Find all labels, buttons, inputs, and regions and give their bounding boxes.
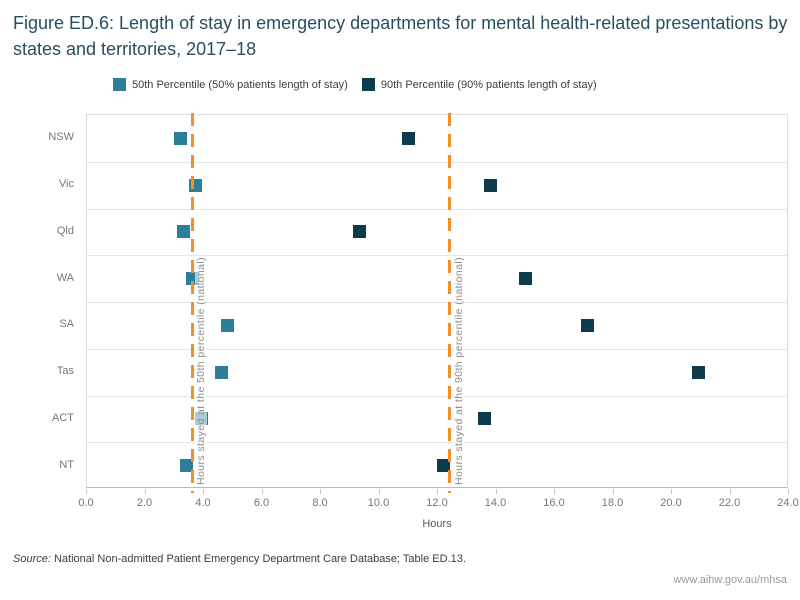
mark-90th-qld[interactable] xyxy=(352,225,366,239)
figure-title: Figure ED.6: Length of stay in emergency… xyxy=(13,13,788,60)
x-tick-label: 12.0 xyxy=(426,497,448,509)
x-tick-label: 2.0 xyxy=(136,497,153,509)
gridline xyxy=(87,348,787,350)
x-tick-label: 14.0 xyxy=(484,497,507,509)
x-tick xyxy=(320,489,321,494)
mark-90th-tas[interactable] xyxy=(691,365,705,379)
reference-line-90th-national xyxy=(448,113,452,493)
x-tick-label: 0.0 xyxy=(78,497,94,509)
gridline xyxy=(87,442,787,444)
legend-swatch-icon xyxy=(113,78,126,91)
y-label-nsw: NSW xyxy=(48,131,74,144)
x-tick-label: 4.0 xyxy=(195,497,211,509)
y-label-vic: Vic xyxy=(58,178,74,191)
x-tick xyxy=(378,489,380,494)
gridline xyxy=(87,255,787,257)
mark-50th-qld[interactable] xyxy=(177,225,191,239)
mark-90th-act[interactable] xyxy=(478,412,492,426)
y-axis-labels: NSW Vic Qld WA SA Tas ACT NT xyxy=(0,114,80,488)
legend-item-90th[interactable]: 90th Percentile (90% patients length of … xyxy=(361,78,597,91)
mark-90th-wa[interactable] xyxy=(519,272,533,286)
source-note: Source: National Non-admitted Patient Em… xyxy=(13,553,466,565)
x-tick xyxy=(495,489,497,494)
reference-line-label: Hours stayed at the 50th percentile (nat… xyxy=(195,257,208,485)
x-tick xyxy=(612,489,614,494)
x-tick-label: 20.0 xyxy=(660,497,682,509)
x-tick xyxy=(86,489,87,494)
reference-line-label: Hours stayed at the 90th percentile (nat… xyxy=(452,257,465,485)
y-label-wa: WA xyxy=(56,271,74,284)
legend-swatch-icon xyxy=(361,78,375,91)
x-tick xyxy=(729,489,731,494)
x-tick xyxy=(671,489,672,494)
x-tick-label: 6.0 xyxy=(253,497,270,509)
x-tick-label: 22.0 xyxy=(718,497,741,509)
mark-90th-sa[interactable] xyxy=(580,318,594,332)
y-label-nt: NT xyxy=(59,458,74,471)
x-tick xyxy=(203,489,204,494)
mark-50th-nt[interactable] xyxy=(179,459,193,473)
mark-50th-nsw[interactable] xyxy=(174,131,188,145)
mark-90th-nt[interactable] xyxy=(437,459,451,473)
x-tick xyxy=(788,489,789,494)
website-link: www.aihw.gov.au/mhsa xyxy=(673,574,787,586)
x-tick-label: 24.0 xyxy=(777,497,799,509)
source-text: National Non-admitted Patient Emergency … xyxy=(50,553,466,565)
gridline xyxy=(87,208,787,210)
mark-90th-vic[interactable] xyxy=(484,178,498,192)
y-label-sa: SA xyxy=(59,318,74,331)
y-label-qld: Qld xyxy=(56,224,74,237)
x-tick-label: 10.0 xyxy=(367,497,390,509)
x-tick-label: 8.0 xyxy=(312,497,328,509)
x-tick-label: 18.0 xyxy=(601,497,624,509)
y-label-tas: Tas xyxy=(56,365,74,378)
mark-90th-nsw[interactable] xyxy=(402,131,416,145)
x-tick xyxy=(261,489,263,494)
x-tick xyxy=(437,489,438,494)
gridline xyxy=(87,302,787,303)
legend-label: 50th Percentile (50% patients length of … xyxy=(132,78,348,91)
gridline xyxy=(87,161,787,163)
x-axis-title: Hours xyxy=(422,518,452,530)
x-axis: 0.0 2.0 4.0 6.0 8.0 10.0 12.0 14.0 16.0 18.0 20.0 2… xyxy=(78,488,799,528)
legend-item-50th[interactable]: 50th Percentile (50% patients length of … xyxy=(113,78,348,91)
mark-50th-sa[interactable] xyxy=(220,318,234,332)
x-tick xyxy=(554,489,555,494)
x-tick xyxy=(144,489,146,494)
source-label: Source: xyxy=(13,553,51,565)
gridline xyxy=(87,395,787,397)
x-tick-label: 16.0 xyxy=(543,497,565,509)
mark-50th-tas[interactable] xyxy=(215,365,229,379)
plot-area: Hours stayed at the 50th percentile (nat… xyxy=(86,113,788,493)
legend-label: 90th Percentile (90% patients length of … xyxy=(380,78,597,91)
y-label-act: ACT xyxy=(52,411,74,424)
reference-line-50th-national xyxy=(190,113,194,493)
legend: 50th Percentile (50% patients length of … xyxy=(113,78,597,91)
